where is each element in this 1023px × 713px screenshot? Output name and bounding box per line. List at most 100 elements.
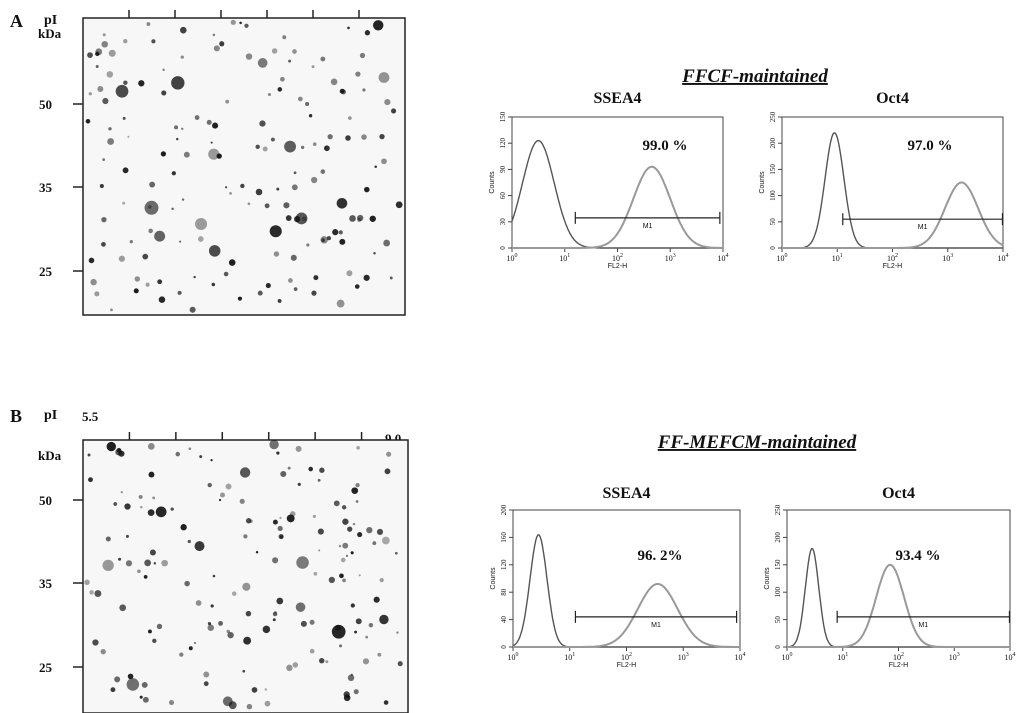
- x-tick-base: 10: [612, 254, 620, 263]
- kda-tick-label: 25: [39, 264, 53, 279]
- gel-spot: [259, 120, 266, 127]
- gel-spot: [361, 134, 367, 140]
- plot-title: SSEA4: [602, 485, 650, 502]
- gel-spot: [295, 602, 306, 612]
- gel-spot: [143, 575, 148, 579]
- gel-spot: [227, 631, 234, 639]
- gel-spot: [199, 455, 203, 459]
- kda-tick-label: 35: [39, 576, 53, 591]
- y-tick-label: 200: [769, 137, 777, 148]
- gel-spot: [255, 144, 260, 150]
- gel-spot: [297, 96, 303, 102]
- x-tick-base: 10: [832, 254, 840, 263]
- gel-spot: [318, 549, 321, 552]
- gel-spot: [102, 158, 106, 161]
- gel-spot: [352, 522, 356, 526]
- gel-spot: [115, 84, 129, 98]
- gel-spot: [333, 500, 340, 507]
- gel-spot: [140, 505, 143, 509]
- y-axis-label: Counts: [490, 567, 497, 590]
- gel-spot: [106, 441, 116, 452]
- gel-spot: [108, 127, 112, 131]
- gate-label: M1: [651, 622, 661, 629]
- gel-spot: [339, 573, 344, 579]
- gel-spot: [180, 55, 184, 59]
- gel-spot: [311, 65, 315, 69]
- gel-spot: [346, 270, 353, 277]
- x-tick-label: 102: [887, 253, 898, 263]
- gel-spot: [145, 282, 150, 287]
- x-tick-exp: 2: [895, 253, 898, 259]
- gel-spot: [247, 202, 251, 206]
- y-tick-label: 80: [500, 588, 508, 596]
- gel-spot: [110, 308, 113, 312]
- gel-spot: [226, 629, 230, 634]
- x-tick-base: 10: [777, 254, 785, 263]
- gel-spot: [245, 53, 253, 60]
- gel-spot: [384, 98, 391, 106]
- gel-spot: [102, 97, 109, 105]
- gel-spot: [369, 215, 376, 222]
- gel-spot: [310, 176, 318, 184]
- kda-tick-label: 50: [39, 493, 52, 508]
- gel-spot: [340, 557, 346, 563]
- gel-spot: [324, 145, 330, 152]
- gel-spot: [297, 482, 301, 486]
- x-tick-base: 10: [942, 254, 950, 263]
- gel-spot: [308, 114, 313, 118]
- condition-title: FFCF-maintained: [681, 66, 828, 87]
- histogram-curve: [511, 139, 723, 249]
- gel-spot: [105, 536, 111, 542]
- x-tick-exp: 1: [840, 253, 843, 259]
- x-tick-label: 103: [942, 253, 953, 263]
- gel-spot: [305, 101, 310, 106]
- x-tick-base: 10: [1005, 653, 1013, 662]
- gel-spot: [141, 682, 148, 688]
- gel-spot: [355, 71, 361, 77]
- gel-spot: [155, 506, 167, 518]
- gel-spot: [181, 198, 185, 201]
- gel-spot: [184, 580, 190, 587]
- gate-label: M1: [643, 223, 653, 230]
- gel-spot: [216, 153, 222, 159]
- gel-spot: [108, 49, 116, 57]
- gel-spot: [125, 560, 133, 567]
- x-tick-label: 103: [949, 652, 960, 662]
- gel-spot: [296, 556, 309, 569]
- gel-spot: [300, 145, 305, 150]
- y-tick-label: 120: [500, 559, 508, 570]
- gel-spot: [158, 296, 166, 303]
- gel-spot: [347, 674, 355, 682]
- x-tick-exp: 4: [1013, 652, 1016, 658]
- gel-spot: [382, 536, 390, 545]
- gel-spot: [101, 242, 106, 247]
- gel-spot: [376, 528, 384, 536]
- gel-spot: [122, 167, 129, 174]
- gel-spot: [126, 678, 140, 691]
- gel-spot: [218, 620, 223, 626]
- gel-spot: [272, 611, 278, 617]
- panel-label: A: [10, 11, 23, 31]
- gel-spot: [272, 557, 279, 564]
- gel-spot: [138, 494, 143, 499]
- gel-spot: [92, 639, 99, 646]
- x-tick-label: 104: [1005, 652, 1016, 662]
- gel-spot: [189, 306, 196, 313]
- gel-spot: [264, 688, 268, 691]
- gel-spot: [156, 623, 163, 630]
- gel-spot: [88, 477, 93, 483]
- x-tick-exp: 4: [743, 652, 746, 658]
- gel-spot: [339, 644, 343, 648]
- y-axis-label: Counts: [489, 171, 496, 194]
- gel-spot: [90, 278, 97, 286]
- gel-spot: [245, 518, 252, 524]
- gel-spot: [383, 700, 389, 705]
- x-tick-label: 100: [782, 652, 793, 662]
- gel-spot: [203, 681, 209, 687]
- gel-spot: [231, 591, 237, 596]
- gel-spot: [270, 137, 275, 142]
- x-tick-exp: 1: [567, 253, 570, 259]
- gel-spot: [262, 625, 271, 634]
- gel-spot: [362, 88, 366, 92]
- y-tick-label: 50: [769, 218, 777, 226]
